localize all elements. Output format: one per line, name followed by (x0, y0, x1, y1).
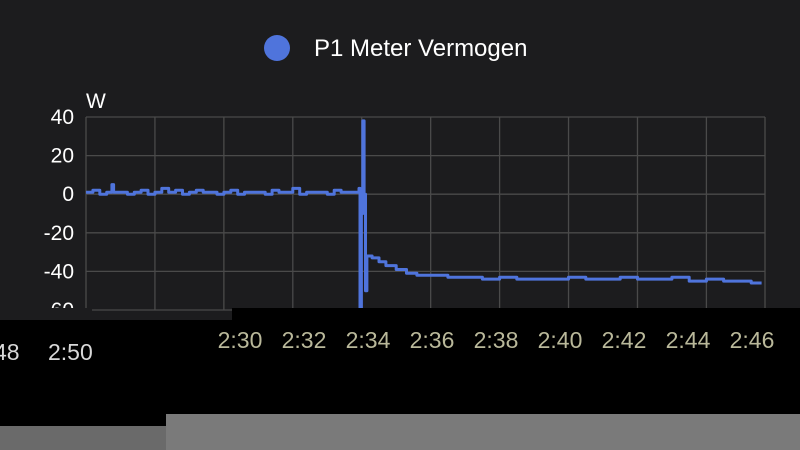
grid (85, 116, 766, 311)
legend-label: P1 Meter Vermogen (314, 35, 527, 62)
x-tick-stray-2: 2:50 (48, 339, 93, 365)
x-tick-label: 2:32 (282, 327, 327, 353)
x-axis-ticks: 2:30 2:32 2:34 2:36 2:38 2:40 2:42 2:44 2:46 (218, 327, 775, 353)
x-tick-label: 2:30 (218, 327, 263, 353)
x-tick-label: 2:40 (538, 327, 583, 353)
x-tick-stray-1: 48 (0, 339, 20, 365)
y-tick-label: 0 (62, 183, 74, 206)
bottom-left-bar (0, 426, 166, 450)
y-tick-label: 20 (51, 145, 74, 168)
y-tick-label: -40 (44, 260, 74, 283)
bottom-bar (166, 414, 800, 450)
x-tick-stray-right (788, 326, 800, 350)
x-tick-label: 2:34 (346, 327, 391, 353)
y-axis-unit: W (86, 90, 106, 113)
x-tick-label: 2:36 (410, 327, 455, 353)
series-layer (86, 119, 762, 312)
top-notch (0, 308, 92, 320)
y-tick-label: -20 (44, 222, 74, 245)
x-tick-label: 2:46 (730, 327, 775, 353)
series-line (86, 119, 762, 312)
x-tick-label: 2:38 (474, 327, 519, 353)
x-tick-label: 2:44 (666, 327, 711, 353)
top-notch-2 (232, 308, 800, 320)
y-tick-label: 40 (51, 106, 74, 129)
legend[interactable]: P1 Meter Vermogen (264, 35, 527, 62)
legend-swatch (264, 35, 290, 61)
x-tick-label: 2:42 (602, 327, 647, 353)
